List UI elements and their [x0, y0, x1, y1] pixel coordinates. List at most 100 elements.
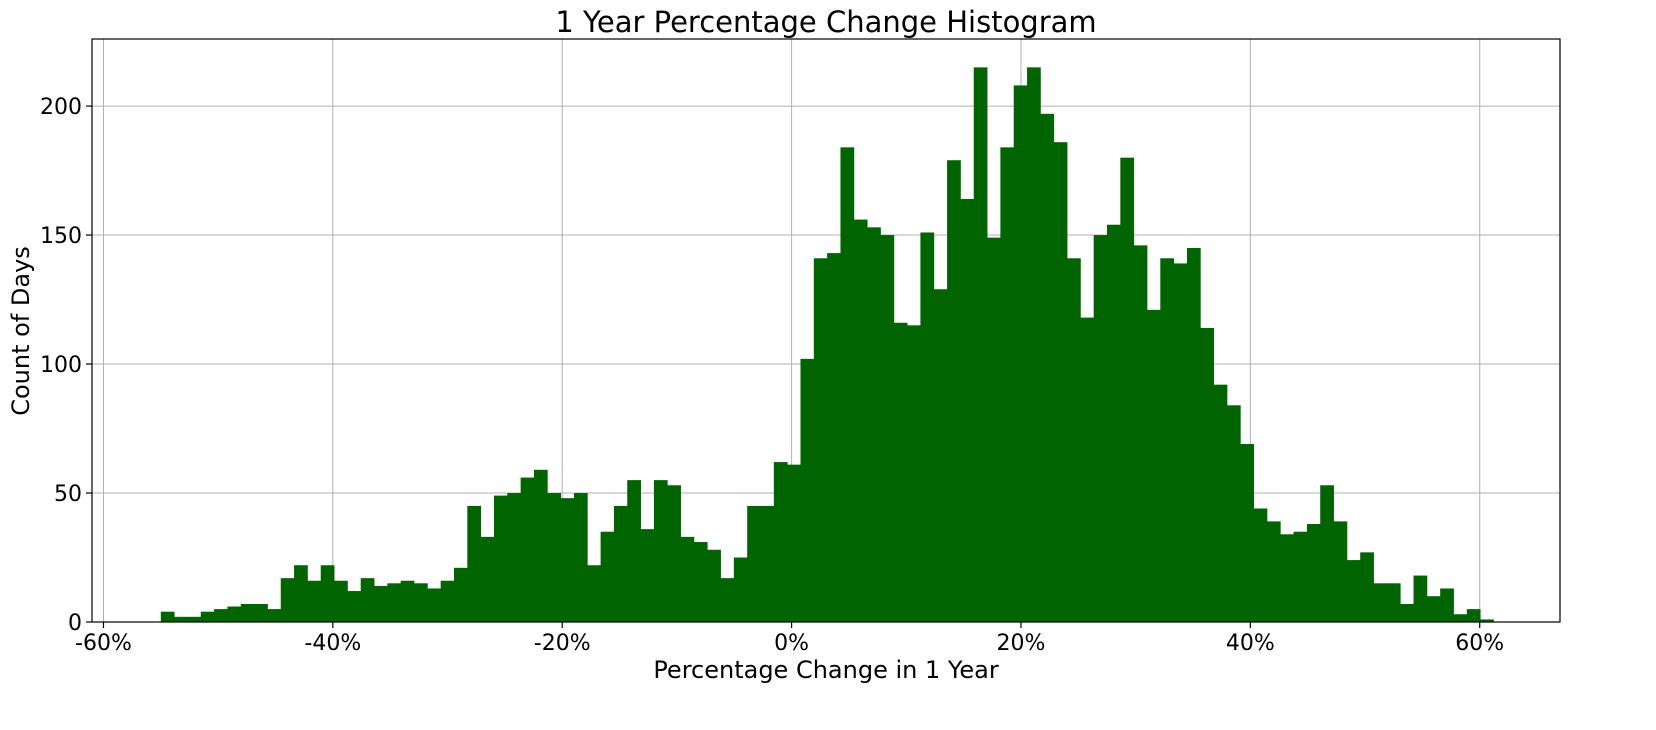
histogram-bar [1120, 157, 1135, 623]
x-axis-ticks: -60% -40% -20% 0% 20% 40% 60% [75, 622, 1504, 656]
histogram-bar [347, 591, 362, 622]
histogram-bar [600, 531, 615, 622]
histogram-bar [334, 580, 348, 622]
x-tick-label: -40% [304, 631, 361, 656]
histogram-bar [1400, 603, 1414, 622]
histogram-bar [1146, 309, 1161, 622]
histogram-bar [1107, 224, 1121, 623]
histogram-bar [733, 557, 748, 622]
histogram-bars [160, 67, 1494, 623]
histogram-bar [1333, 521, 1348, 622]
histogram-bar [1253, 508, 1268, 622]
histogram-bar [400, 580, 415, 622]
histogram-bar [813, 258, 828, 622]
y-tick-label: 0 [68, 611, 82, 636]
histogram-bar [214, 609, 228, 622]
histogram-bar [200, 611, 215, 622]
histogram-bar [907, 325, 921, 622]
histogram-bar [587, 565, 601, 622]
histogram-bar [853, 219, 868, 622]
histogram-bar [547, 493, 562, 622]
histogram-bar [973, 67, 988, 623]
histogram-bar [920, 232, 935, 622]
histogram-bar [613, 505, 628, 622]
histogram-bar [280, 578, 295, 622]
histogram-bar [1240, 444, 1255, 622]
histogram-bar [254, 603, 268, 622]
histogram-bar [493, 495, 508, 622]
histogram-bar [453, 567, 468, 622]
histogram-bar [1306, 523, 1321, 622]
histogram-bar [693, 542, 708, 622]
histogram-bar [1226, 405, 1241, 622]
histogram-bar [1280, 534, 1294, 622]
x-tick-label: -20% [534, 631, 591, 656]
histogram-bar [1013, 85, 1028, 622]
histogram-bar [414, 583, 428, 622]
histogram-bar [653, 480, 668, 622]
histogram-bar [1173, 263, 1188, 622]
y-axis-ticks: 0 50 100 150 200 [40, 95, 92, 636]
histogram-bar [1053, 142, 1068, 622]
histogram-bar [440, 580, 455, 622]
histogram-bar [1266, 521, 1281, 622]
histogram-bar [467, 505, 482, 622]
histogram-bar [680, 536, 695, 622]
histogram-bar [374, 585, 388, 622]
histogram-bar [307, 580, 322, 622]
histogram-bar [320, 565, 335, 622]
histogram-bar [933, 289, 948, 622]
x-tick-label: 20% [997, 631, 1046, 656]
y-axis-label: Count of Days [7, 246, 35, 416]
histogram-bar [1040, 113, 1055, 622]
histogram-bar [160, 611, 175, 622]
y-tick-label: 200 [40, 95, 82, 120]
histogram-bar [507, 493, 522, 622]
histogram-bar [640, 529, 655, 622]
histogram-bar [1426, 596, 1441, 622]
x-tick-label: 0% [774, 631, 809, 656]
histogram-bar [1466, 609, 1481, 622]
histogram-bar [827, 253, 841, 622]
histogram-bar [1080, 317, 1095, 622]
histogram-bar [387, 583, 402, 622]
histogram-bar [987, 237, 1001, 622]
chart-title: 1 Year Percentage Change Histogram [555, 5, 1096, 39]
histogram-bar [1440, 588, 1454, 622]
histogram-bar [787, 464, 801, 622]
histogram-bar [760, 505, 775, 622]
histogram-bar [707, 549, 721, 622]
histogram-bar [867, 227, 881, 623]
histogram-bar [227, 606, 242, 622]
x-tick-label: 40% [1226, 631, 1275, 656]
y-tick-label: 150 [40, 224, 82, 249]
plot-frame [91, 38, 1561, 623]
y-tick-label: 50 [54, 482, 82, 507]
histogram-bar [1480, 619, 1494, 622]
histogram-bar [1360, 552, 1374, 622]
histogram-bar [1346, 560, 1361, 622]
histogram-bar [267, 609, 282, 622]
histogram-bar [533, 469, 548, 622]
histogram-bar [1067, 258, 1081, 622]
histogram-bar [1133, 245, 1148, 622]
x-axis-label: Percentage Change in 1 Year [653, 656, 999, 684]
histogram-bar [720, 578, 735, 622]
histogram-bar [667, 485, 681, 622]
histogram-bar [627, 480, 641, 622]
histogram-bar [1093, 235, 1108, 622]
histogram-bar [1413, 575, 1428, 622]
histogram-bar [1293, 531, 1308, 622]
histogram-bar [960, 198, 975, 622]
histogram-bar [294, 565, 308, 622]
histogram-bar [560, 498, 575, 622]
histogram-bar [480, 536, 495, 622]
histogram-bar [800, 358, 815, 622]
histogram-bar [427, 588, 442, 622]
histogram-bar [1200, 327, 1215, 622]
histogram-bar [1320, 485, 1334, 622]
histogram-bar [1386, 583, 1401, 622]
x-tick-label: 60% [1455, 631, 1504, 656]
histogram-bar [893, 322, 908, 622]
